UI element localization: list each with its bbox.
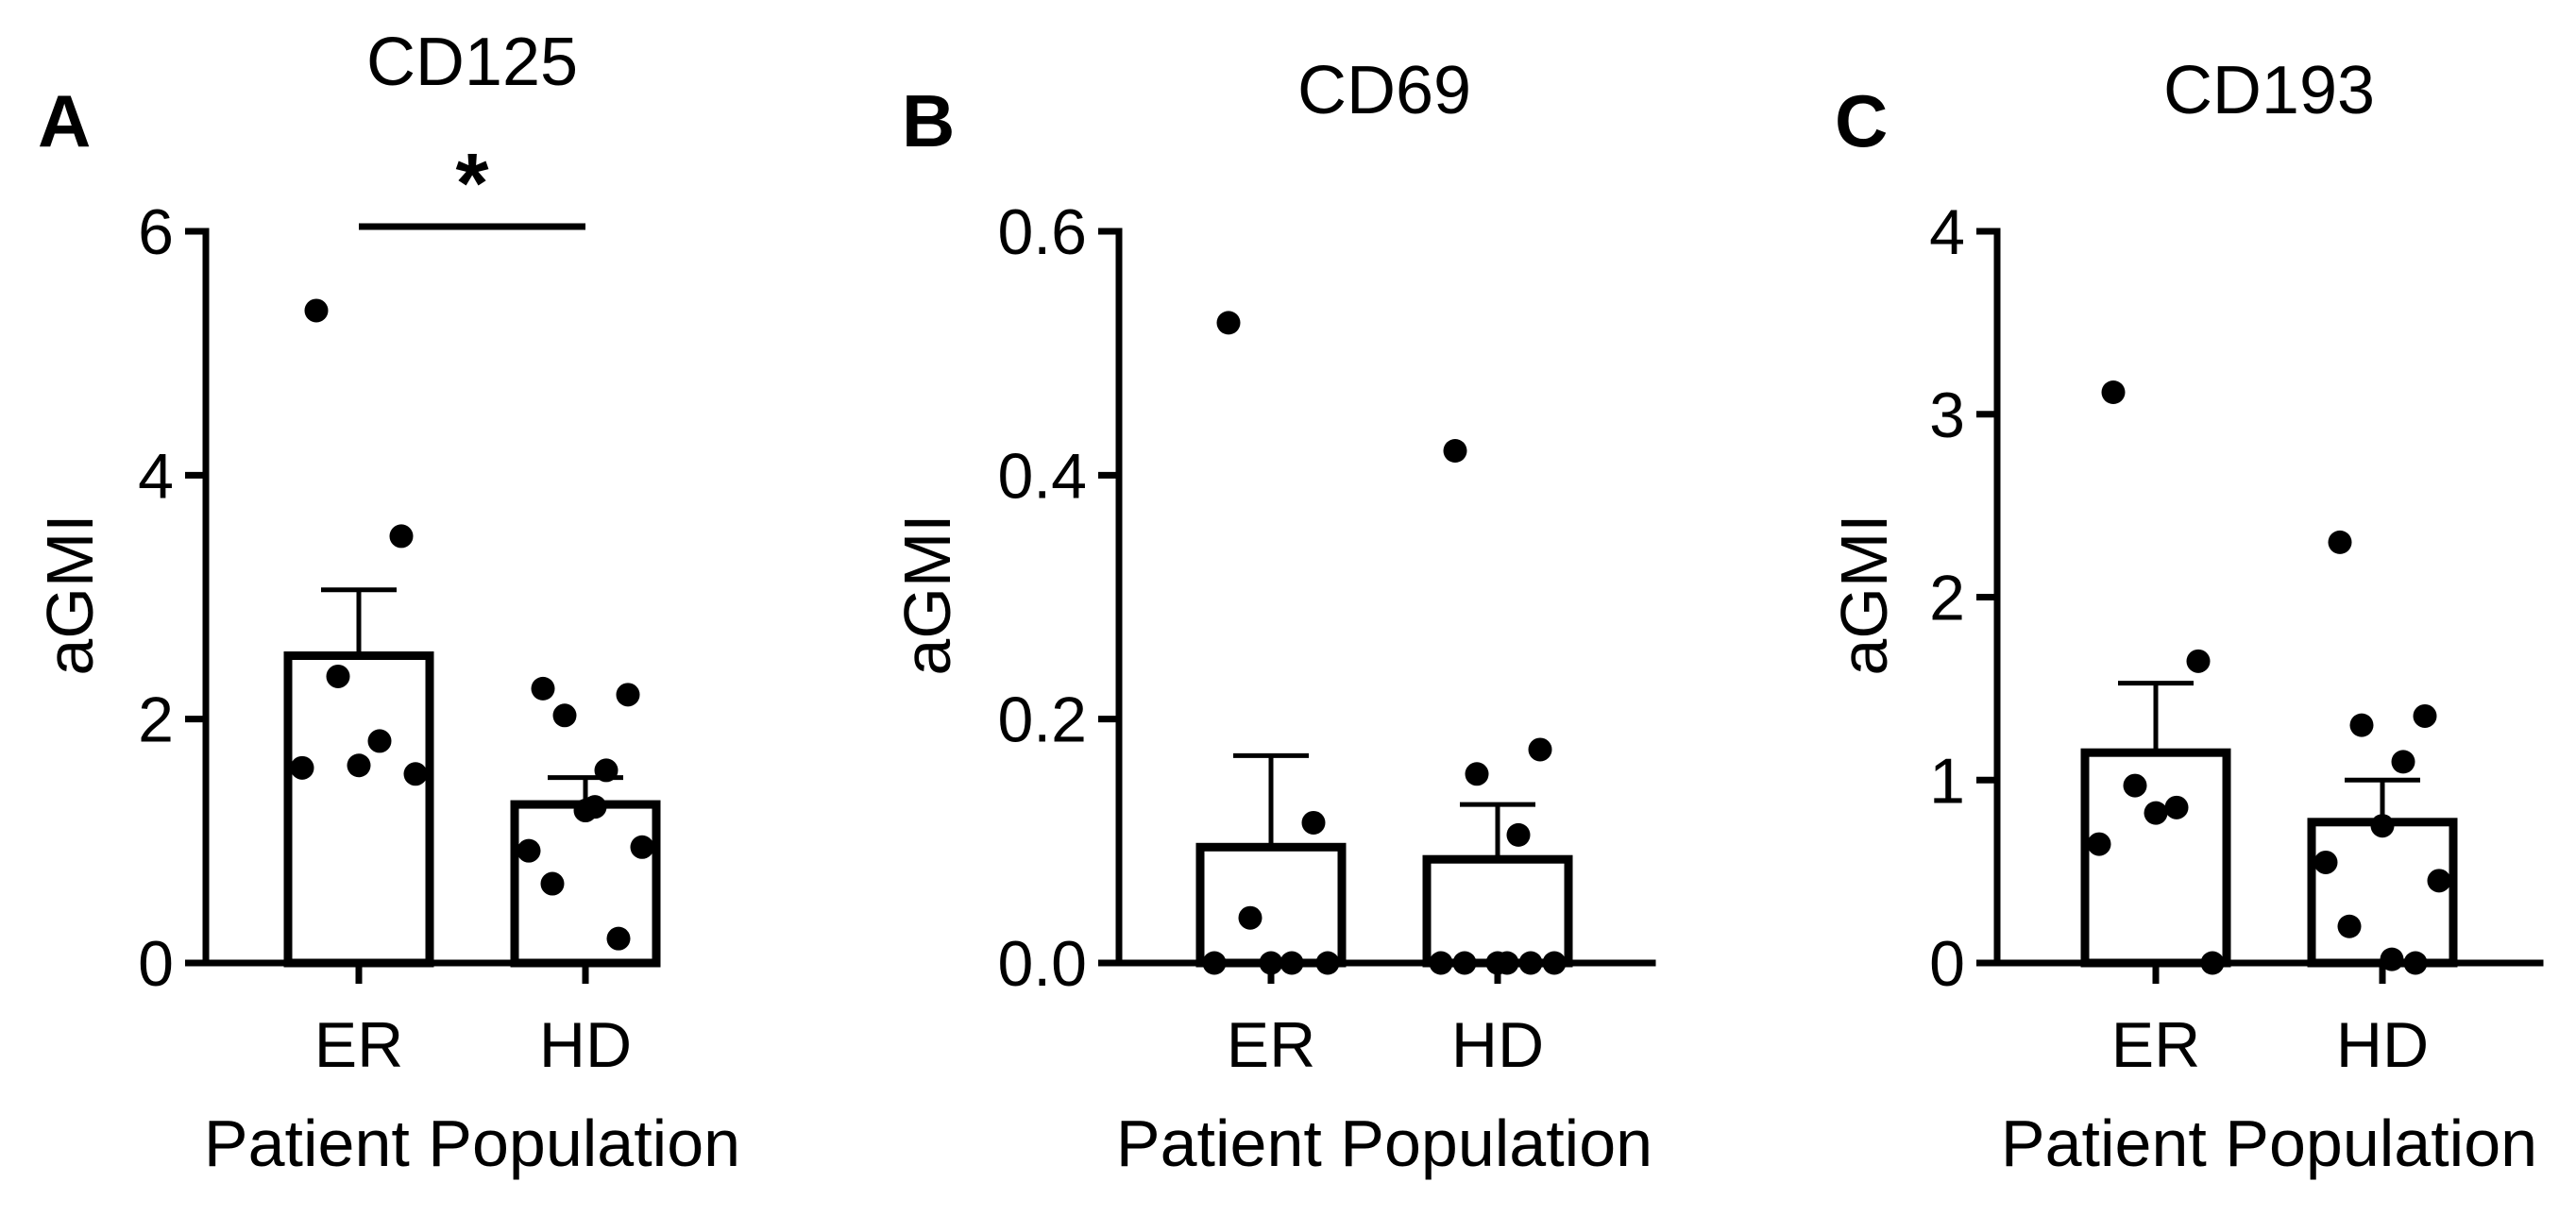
x-axis-label: Patient Population: [2001, 1106, 2537, 1180]
chart-title: CD193: [2163, 53, 2375, 128]
data-point-er: [367, 729, 392, 753]
y-tick-label: 2: [138, 684, 174, 756]
y-axis-ticks: 0.0 0.2 0.4 0.6: [997, 196, 1501, 1000]
y-tick-label: 0.4: [997, 440, 1087, 512]
data-point-hd: [594, 758, 619, 783]
y-axis-ticks: 0 1 2 3 4: [1929, 196, 2386, 1000]
data-point-hd: [1443, 439, 1467, 463]
panel-label: B: [902, 79, 955, 162]
x-category-hd: HD: [1451, 1009, 1544, 1081]
data-point-er: [2144, 801, 2168, 825]
y-tick-label: 4: [1929, 196, 1965, 268]
x-category-er: ER: [314, 1009, 403, 1081]
y-axis-ticks: 0 2 4 6: [138, 196, 589, 1000]
data-point-hd: [517, 838, 541, 863]
data-point-hd: [2370, 814, 2395, 838]
data-point-hd: [552, 703, 577, 728]
plot-marks: [1115, 228, 1656, 975]
x-category-hd: HD: [2336, 1009, 2429, 1081]
data-point-er: [290, 755, 314, 780]
x-category-hd: HD: [539, 1009, 632, 1081]
data-point-hd: [1528, 737, 1552, 762]
data-point-hd: [540, 871, 565, 896]
y-axis-label: aGMI: [33, 514, 107, 675]
data-point-er: [304, 298, 329, 323]
x-category-er: ER: [2111, 1009, 2200, 1081]
data-point-hd: [606, 926, 631, 951]
y-tick-label: 1: [1929, 745, 1965, 817]
significance-marker: *: [455, 137, 488, 231]
data-point-hd: [2413, 703, 2437, 728]
y-tick-label: 0.2: [997, 684, 1087, 756]
data-point-er: [347, 753, 371, 778]
y-tick-label: 0.6: [997, 196, 1087, 268]
data-point-hd: [1518, 951, 1543, 975]
data-point-er: [2164, 795, 2189, 819]
data-point-hd: [1542, 951, 1567, 975]
plot-marks: [202, 223, 661, 968]
bar-er: [1195, 842, 1347, 968]
data-point-hd: [2328, 530, 2352, 554]
panel-c: C CD193 aGMI Patient Population ER HD 0 1…: [1827, 53, 2544, 1180]
data-point-er: [1202, 951, 1227, 975]
x-axis-label: Patient Population: [1116, 1106, 1652, 1180]
bar-er: [2080, 748, 2231, 968]
data-point-hd: [2349, 713, 2374, 737]
panel-label: C: [1835, 79, 1888, 162]
data-point-hd: [630, 835, 654, 859]
y-axis-label: aGMI: [890, 514, 964, 675]
data-point-er: [1315, 951, 1340, 975]
data-point-hd: [583, 795, 607, 819]
data-point-er: [2101, 380, 2126, 404]
data-point-hd: [1429, 951, 1453, 975]
data-point-hd: [2391, 750, 2415, 774]
chart-title: CD69: [1297, 53, 1471, 128]
data-point-hd: [1506, 822, 1531, 847]
y-tick-label: 6: [138, 196, 174, 268]
plot-marks: [1993, 228, 2544, 975]
data-point-er: [1216, 311, 1241, 335]
bar-hd: [510, 800, 661, 968]
data-point-hd: [1465, 762, 1489, 786]
data-point-er: [1301, 810, 1326, 835]
data-point-er: [2087, 832, 2111, 856]
data-point-hd: [2337, 914, 2362, 938]
panel-label: A: [38, 79, 91, 162]
bar-hd: [1422, 854, 1573, 968]
chart-title: CD125: [366, 25, 578, 100]
y-tick-label: 0: [1929, 928, 1965, 1000]
panel-a: A CD125 aGMI Patient Population ER HD * …: [33, 25, 740, 1180]
data-point-hd: [2313, 850, 2338, 874]
data-point-hd: [1495, 951, 1519, 975]
data-point-hd: [2403, 951, 2428, 975]
bar-hd: [2307, 818, 2458, 968]
data-point-hd: [1452, 951, 1477, 975]
data-point-er: [1280, 951, 1304, 975]
y-tick-label: 4: [138, 440, 174, 512]
data-point-hd: [2380, 947, 2404, 971]
y-tick-label: 2: [1929, 563, 1965, 634]
data-point-er: [2123, 773, 2147, 798]
data-point-er: [389, 524, 414, 549]
y-tick-label: 0: [138, 928, 174, 1000]
data-point-er: [326, 664, 350, 688]
data-point-hd: [616, 683, 640, 707]
data-point-hd: [2427, 869, 2451, 893]
data-point-er: [2200, 951, 2225, 975]
data-point-er: [1238, 905, 1263, 930]
panel-b: B CD69 aGMI Patient Population ER HD 0.0…: [890, 53, 1656, 1180]
y-tick-label: 0.0: [997, 928, 1087, 1000]
y-tick-label: 3: [1929, 380, 1965, 451]
bar-er: [283, 651, 434, 968]
data-point-er: [2186, 649, 2211, 673]
data-point-hd: [531, 676, 555, 701]
data-point-er: [403, 762, 428, 786]
y-axis-label: aGMI: [1827, 514, 1901, 675]
x-axis-label: Patient Population: [204, 1106, 740, 1180]
x-category-er: ER: [1227, 1009, 1315, 1081]
data-point-er: [1259, 951, 1283, 975]
